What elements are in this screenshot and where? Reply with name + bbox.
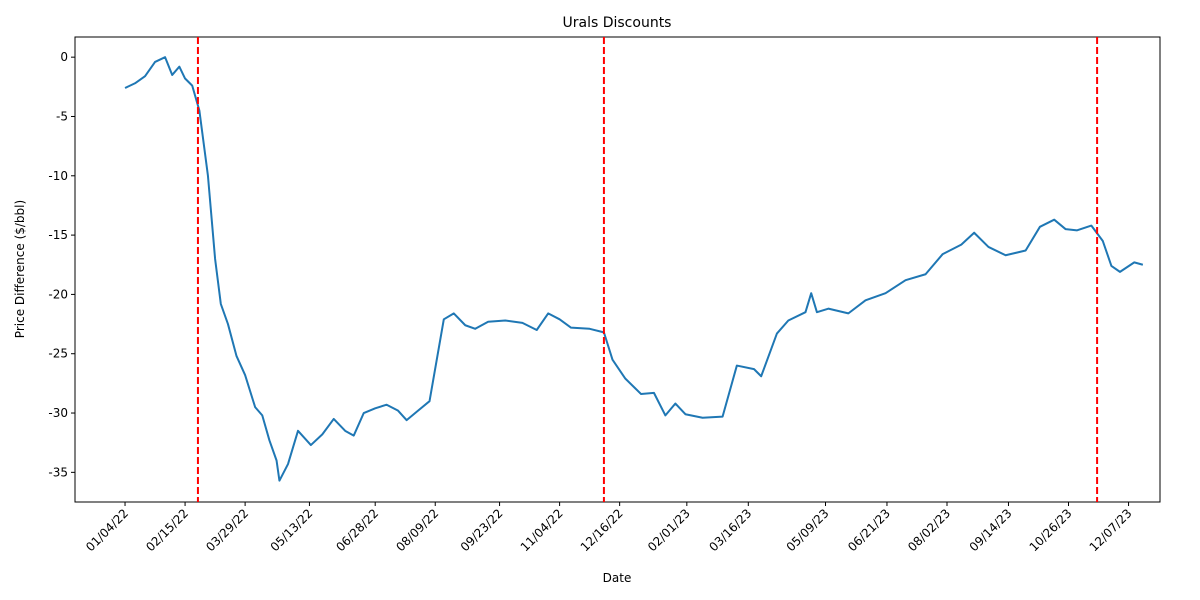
x-tick-label: 12/07/23 [1087,506,1135,554]
y-tick-label: 0 [60,50,68,64]
y-tick-label: -30 [48,406,68,420]
x-tick-label: 06/21/23 [845,506,893,554]
y-tick-label: -15 [48,228,68,242]
plot-frame [74,36,1161,503]
x-tick-label: 09/23/22 [458,506,506,554]
x-tick-label: 05/09/23 [784,506,832,554]
x-tick-label: 12/16/22 [578,506,626,554]
x-tick-label: 02/15/22 [143,506,191,554]
x-tick-label: 09/14/23 [967,506,1015,554]
x-tick-label: 03/29/22 [203,506,251,554]
x-tick-label: 08/02/23 [905,506,953,554]
y-tick-label: -20 [48,287,68,301]
x-tick-label: 03/16/23 [706,506,754,554]
x-tick-label: 05/13/22 [268,506,316,554]
x-tick-label: 11/04/22 [518,506,566,554]
y-tick-label: -5 [56,109,68,123]
y-tick-label: -10 [48,169,68,183]
chart-title: Urals Discounts [563,15,672,31]
y-axis-label: Price Difference ($/bbl) [13,200,27,338]
y-tick-label: -25 [48,347,68,361]
x-tick-label: 01/04/22 [83,506,131,554]
x-tick-label: 10/26/23 [1027,506,1075,554]
x-tick-label: 02/01/23 [645,506,693,554]
y-tick-label: -35 [48,465,68,479]
x-axis-label: Date [603,571,632,585]
x-tick-label: 08/09/22 [393,506,441,554]
data-line [124,56,1144,482]
x-tick-label: 06/28/22 [333,506,381,554]
